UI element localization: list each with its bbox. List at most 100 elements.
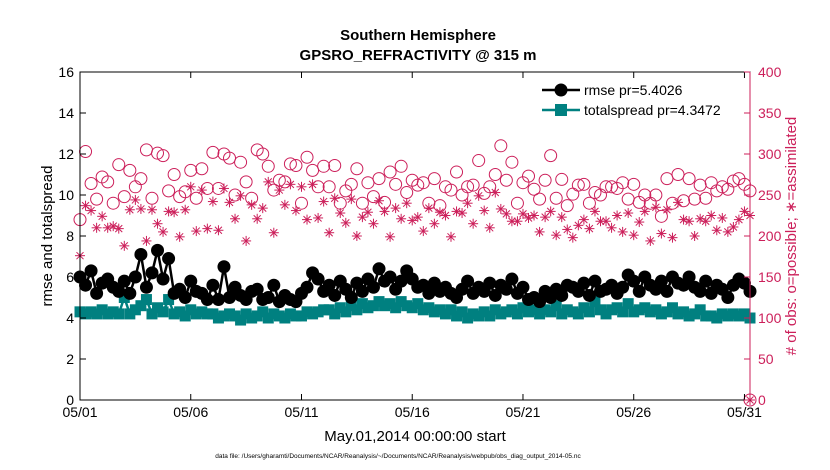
rmse-point [184, 274, 198, 288]
y2-tick-label: 300 [758, 146, 782, 162]
rmse-point [223, 291, 237, 304]
totalspread-point [152, 302, 164, 314]
rmse-point [112, 284, 126, 298]
asterisk-stroke [602, 217, 610, 226]
obs-assimilated-point [390, 203, 401, 214]
y-tick-label: 8 [66, 228, 74, 244]
y-axis-label: rmse and totalspread [39, 166, 56, 307]
asterisk-stroke [679, 215, 688, 224]
rmse-point [555, 288, 569, 302]
obs-possible-point [582, 196, 596, 210]
obs-possible-point [256, 147, 270, 161]
totalspread-point [257, 306, 269, 318]
totalspread-point [567, 306, 579, 318]
totalspread-point [367, 300, 379, 312]
totalspread-point [495, 308, 507, 320]
obs-assimilated-point [362, 207, 373, 218]
obs-possible-point [654, 209, 668, 223]
totalspread-point [528, 304, 540, 316]
obs-assimilated-point [307, 179, 318, 190]
totalspread-point [439, 308, 451, 320]
obs-assimilated-point [728, 221, 739, 232]
asterisk-stroke [92, 223, 101, 232]
obs-possible-point [317, 159, 331, 173]
obs-assimilated-point [623, 208, 634, 219]
rmse-point [145, 266, 159, 280]
obs-possible-point [499, 173, 513, 187]
totalspread-point [102, 308, 114, 320]
asterisk-stroke [297, 182, 306, 191]
y-tick-label: 0 [66, 392, 74, 408]
asterisk-stroke [214, 226, 223, 235]
totalspread-point [523, 306, 535, 318]
obs-assimilated-point [617, 226, 628, 237]
asterisk-stroke [114, 224, 123, 233]
rmse-point [499, 282, 513, 296]
totalspread-point [622, 298, 634, 310]
asterisk-stroke [563, 225, 572, 234]
obs-assimilated-point [158, 226, 169, 237]
obs-assimilated-point [717, 212, 728, 223]
totalspread-point [401, 300, 413, 312]
totalspread-point [462, 312, 474, 324]
obs-assimilated-point [739, 206, 750, 217]
totalspread-point [578, 302, 590, 314]
obs-possible-point [688, 192, 702, 206]
asterisk-stroke [225, 198, 234, 207]
obs-possible-point [699, 191, 713, 205]
obs-possible-point [494, 139, 508, 153]
totalspread-point [218, 310, 230, 322]
totalspread-point [611, 302, 623, 314]
totalspread-point [318, 304, 330, 316]
asterisk-stroke [502, 210, 511, 218]
asterisk-stroke [380, 207, 389, 216]
y-axis-right: 0 50 100 150 200 250 300 350 400 [744, 64, 782, 408]
asterisk-stroke [568, 233, 577, 242]
obs-assimilated-point [324, 227, 335, 238]
obs-assimilated-point [274, 185, 285, 196]
rmse-point [217, 260, 231, 274]
x-tick-label: 05/16 [395, 404, 430, 420]
rmse-point [156, 272, 170, 286]
totalspread-point [700, 310, 712, 322]
asterisk-stroke [696, 214, 705, 223]
totalspread-point [185, 304, 197, 316]
y2-tick-label: 100 [758, 310, 782, 326]
asterisk-stroke [148, 205, 156, 214]
obs-assimilated-point [119, 240, 130, 251]
rmse-point [123, 286, 137, 300]
asterisk-stroke [258, 204, 267, 212]
asterisk-stroke [513, 217, 522, 226]
asterisk-stroke [546, 207, 555, 216]
asterisk-stroke [674, 198, 682, 207]
obs-assimilated-point [135, 203, 146, 214]
obs-assimilated-point [501, 208, 512, 219]
totalspread-point [727, 308, 739, 320]
totalspread-point [534, 308, 546, 320]
obs-assimilated-point [733, 214, 744, 225]
obs-possible-point [389, 177, 403, 191]
totalspread-point [423, 302, 435, 314]
asterisk-stroke [87, 206, 95, 215]
totalspread-point [356, 298, 368, 310]
asterisk-stroke [264, 178, 273, 186]
y-tick-label: 12 [58, 146, 74, 162]
rmse-point [250, 282, 264, 296]
totalspread-point [572, 308, 584, 320]
obs-possible-point [533, 192, 547, 206]
y-tick-label: 14 [58, 105, 74, 121]
asterisk-stroke [635, 218, 644, 226]
totalspread-point [589, 296, 601, 308]
rmse-point [588, 274, 602, 288]
rmse-point [322, 278, 336, 292]
obs-possible-point [134, 172, 148, 186]
asterisk-stroke [286, 180, 295, 189]
totalspread-point [583, 306, 595, 318]
asterisk-stroke [125, 205, 134, 214]
obs-possible-point [671, 168, 685, 181]
obs-possible-point [239, 175, 253, 189]
totalspread-point [80, 308, 92, 320]
y-tick-label: 2 [66, 351, 74, 367]
obs-assimilated-point [484, 222, 495, 233]
totalspread-point [96, 304, 108, 316]
